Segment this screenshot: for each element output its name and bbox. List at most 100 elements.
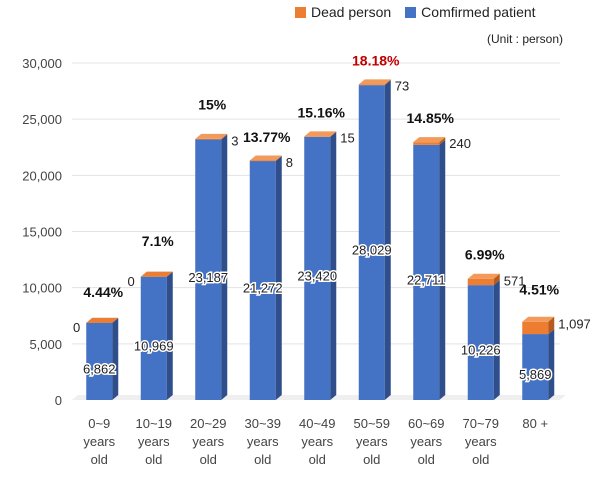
bar-dead-top	[86, 317, 119, 323]
bar-dead-side	[384, 79, 391, 86]
bar-confirmed	[467, 285, 494, 400]
percent-label: 4.51%	[519, 282, 559, 298]
bar-dead	[249, 160, 276, 162]
percent-label: 13.77%	[243, 129, 291, 145]
x-tick-label: 30~39	[244, 416, 281, 431]
bar-dead-side	[221, 133, 228, 140]
confirmed-value-label: 5,869	[519, 367, 552, 382]
bar-dead-side	[548, 316, 555, 335]
x-tick-label: years	[301, 434, 333, 449]
dead-value-label: 0	[128, 274, 135, 289]
legend-swatch-dead	[295, 6, 306, 18]
bar-dead	[195, 138, 222, 140]
x-tick-label: 60~69	[408, 416, 445, 431]
x-tick-label: old	[200, 452, 217, 467]
confirmed-value-label: 22,711	[407, 272, 446, 287]
x-tick-label: 80 +	[522, 416, 548, 431]
bar-dead-top	[195, 133, 228, 139]
dead-value-label: 3	[231, 133, 238, 148]
percent-label: 6.99%	[465, 247, 505, 263]
x-tick-label: 50~59	[353, 416, 390, 431]
bar-confirmed-side	[112, 317, 119, 400]
bar-confirmed-side	[384, 80, 391, 400]
bar-dead-side	[330, 131, 337, 137]
bar-dead	[413, 142, 440, 145]
y-tick-label: 0	[55, 393, 62, 408]
confirmed-value-label: 10,969	[134, 338, 174, 353]
y-tick-label: 20,000	[22, 168, 62, 183]
x-tick-label: years	[465, 434, 497, 449]
x-tick-label: years	[138, 434, 170, 449]
bar-dead-top	[413, 137, 446, 143]
confirmed-value-label: 28,029	[352, 243, 392, 258]
legend-item-confirmed: Comfirmed patient	[405, 4, 536, 20]
x-tick-label: old	[472, 452, 489, 467]
x-tick-label: old	[418, 452, 435, 467]
dead-value-label: 0	[73, 320, 80, 335]
bar-confirmed	[413, 144, 440, 400]
x-tick-label: old	[309, 452, 326, 467]
y-tick-label: 15,000	[22, 225, 62, 240]
bar-dead-side	[275, 155, 282, 162]
percent-label: 7.1%	[142, 233, 174, 249]
confirmed-value-label: 23,420	[297, 268, 337, 283]
percent-label: 18.18%	[352, 52, 400, 68]
confirmed-value-label: 10,226	[461, 343, 501, 358]
dead-value-label: 240	[449, 136, 471, 151]
bar-dead	[358, 84, 385, 86]
bar-dead-side	[493, 273, 500, 286]
bar-dead-top	[522, 316, 555, 322]
x-tick-label: 20~29	[190, 416, 227, 431]
dead-value-label: 8	[286, 155, 293, 170]
legend-swatch-confirmed	[405, 6, 417, 18]
x-tick-label: 40~49	[299, 416, 336, 431]
dead-value-label: 73	[395, 78, 409, 93]
legend-item-dead: Dead person	[295, 4, 391, 20]
bar-confirmed	[140, 276, 167, 400]
x-tick-label: years	[356, 434, 388, 449]
x-tick-label: old	[363, 452, 380, 467]
x-tick-label: years	[83, 434, 115, 449]
bar-dead-top	[467, 273, 500, 279]
bar-confirmed	[304, 136, 331, 400]
bar-dead	[304, 136, 331, 137]
bar-confirmed	[86, 322, 113, 400]
confirmed-value-label: 21,272	[243, 281, 283, 296]
bar-confirmed-side	[275, 156, 282, 400]
y-tick-label: 25,000	[22, 112, 62, 127]
x-tick-label: years	[192, 434, 224, 449]
dead-value-label: 1,097	[558, 317, 591, 332]
x-tick-label: years	[410, 434, 442, 449]
percent-label: 14.85%	[407, 110, 455, 126]
bar-dead-top	[249, 155, 282, 161]
legend-label-dead: Dead person	[311, 4, 392, 20]
bar-confirmed-side	[548, 329, 555, 400]
bar-dead	[467, 278, 494, 286]
legend-label-confirmed: Comfirmed patient	[421, 4, 536, 20]
unit-label: (Unit : person)	[487, 32, 564, 46]
percent-label: 15%	[198, 96, 227, 112]
bar-dead-top	[358, 79, 391, 85]
x-tick-label: 10~19	[135, 416, 172, 431]
legend: Dead person Comfirmed patient	[295, 4, 550, 20]
bar-confirmed-side	[166, 271, 173, 400]
y-tick-label: 5,000	[29, 337, 62, 352]
bar-confirmed-side	[221, 134, 228, 400]
bar-dead-side	[439, 137, 446, 145]
x-tick-label: 70~79	[462, 416, 499, 431]
dead-value-label: 571	[504, 274, 526, 289]
confirmed-value-label: 6,862	[83, 361, 116, 376]
confirmed-value-label: 23,187	[188, 270, 228, 285]
bar-confirmed-side	[330, 131, 337, 400]
y-tick-label: 10,000	[22, 281, 62, 296]
bar-confirmed	[358, 85, 385, 400]
x-tick-label: old	[254, 452, 271, 467]
bar-confirmed-side	[493, 280, 500, 400]
x-tick-label: old	[145, 452, 162, 467]
percent-label: 4.44%	[83, 284, 123, 300]
bar-confirmed	[195, 139, 222, 400]
x-tick-label: 0~9	[88, 416, 110, 431]
x-tick-label: years	[247, 434, 279, 449]
bar-confirmed	[249, 161, 276, 400]
bar-confirmed	[522, 334, 549, 400]
